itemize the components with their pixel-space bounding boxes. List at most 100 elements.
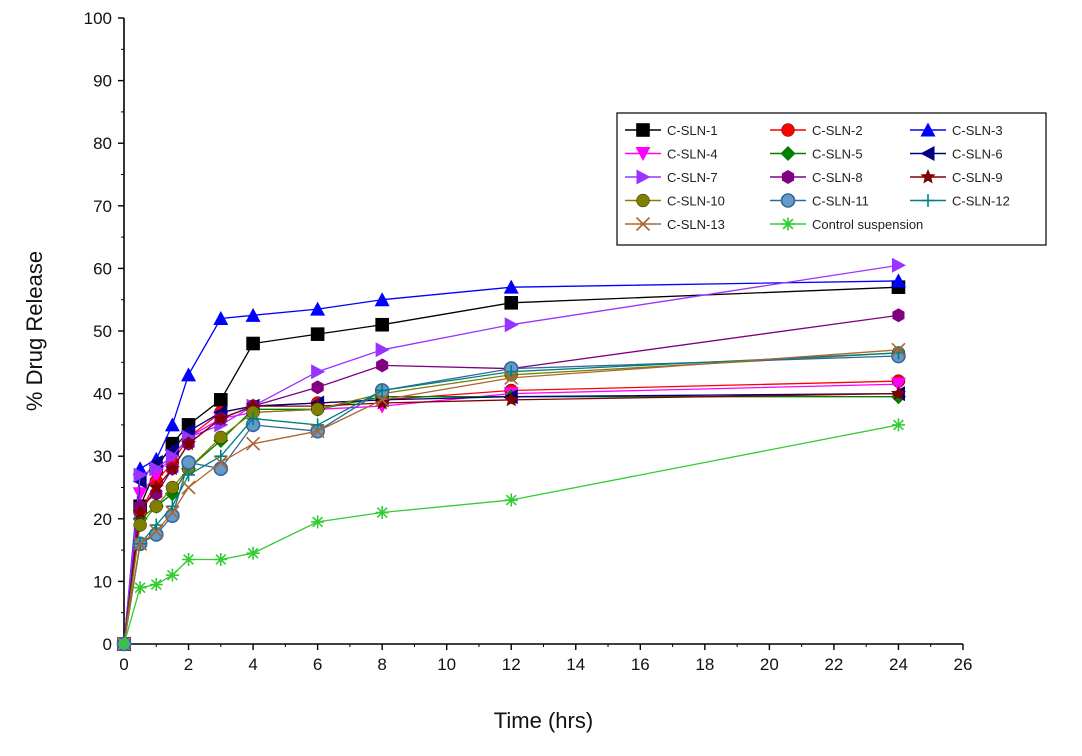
data-point: [504, 296, 519, 310]
x-tick-label: 14: [566, 655, 585, 674]
data-point: [149, 499, 163, 513]
data-point: [165, 480, 180, 495]
x-axis-title: Time (hrs): [494, 708, 593, 733]
y-tick-label: 30: [93, 447, 112, 466]
data-point: [504, 493, 518, 507]
data-point: [311, 515, 325, 529]
legend-marker: [921, 194, 935, 207]
data-point: [311, 380, 324, 395]
legend: C-SLN-1 C-SLN-2 C-SLN-3 C-SLN-4 C-SLN-5 C-SLN…: [616, 112, 1047, 246]
legend-label: C-SLN-10: [667, 194, 725, 209]
y-tick-label: 0: [103, 635, 112, 654]
legend-label: C-SLN-3: [952, 123, 1003, 138]
legend-marker: [780, 146, 796, 161]
data-point: [503, 391, 519, 407]
series-layer: [116, 257, 907, 652]
data-point: [891, 342, 906, 357]
data-point: [310, 327, 325, 341]
data-point: [213, 455, 228, 470]
legend-label: C-SLN-9: [952, 170, 1003, 185]
legend-item-c-sln-8: C-SLN-8: [770, 170, 863, 185]
data-point: [149, 518, 163, 532]
data-point: [375, 342, 390, 358]
data-point: [376, 358, 389, 373]
data-point: [245, 307, 261, 322]
legend-label: C-SLN-6: [952, 147, 1003, 162]
data-point: [180, 435, 197, 451]
series-line: [123, 392, 899, 645]
data-point: [375, 506, 389, 520]
series-c-sln-1: [117, 280, 906, 651]
series-line: [123, 424, 899, 645]
data-point: [375, 383, 389, 397]
x-tick-label: 4: [248, 655, 257, 674]
x-tick-label: 0: [119, 655, 128, 674]
data-point: [246, 546, 260, 560]
data-point: [890, 377, 906, 392]
data-point: [164, 460, 180, 476]
data-point: [375, 317, 389, 332]
x-tick-label: 6: [313, 655, 322, 674]
series-control-suspension: [117, 418, 905, 651]
legend-box: [616, 112, 1047, 246]
data-point: [133, 536, 148, 551]
x-tick-label: 2: [184, 655, 193, 674]
x-tick-label: 26: [954, 655, 973, 674]
data-point: [892, 308, 905, 323]
data-point: [374, 395, 390, 410]
legend-item-c-sln-9: C-SLN-9: [910, 169, 1003, 185]
legend-item-c-sln-11: C-SLN-11: [770, 193, 869, 209]
data-point: [214, 430, 228, 445]
x-tick-label: 18: [695, 655, 714, 674]
data-point: [246, 412, 260, 426]
data-point: [132, 504, 148, 519]
y-tick-label: 100: [84, 9, 112, 28]
data-point: [504, 317, 519, 333]
data-point: [310, 301, 326, 316]
data-point: [214, 552, 228, 566]
legend-marker: [920, 169, 936, 184]
axes: 0 2 4 6 8 10 12 14 16 18 20 22 24 2601020304050607080…: [22, 9, 972, 733]
legend-item-c-sln-7: C-SLN-7: [625, 169, 718, 185]
data-point: [890, 385, 907, 401]
legend-label: C-SLN-2: [812, 123, 863, 138]
x-tick-label: 16: [631, 655, 650, 674]
data-point: [133, 518, 147, 532]
legend-marker: [636, 169, 651, 185]
legend-marker: [920, 146, 935, 161]
data-point: [504, 370, 519, 386]
series-c-sln-5: [116, 389, 906, 652]
legend-item-c-sln-3: C-SLN-3: [910, 122, 1003, 138]
legend-item-c-sln-12: C-SLN-12: [910, 194, 1010, 209]
series-line: [123, 280, 899, 645]
legend-label: C-SLN-7: [667, 170, 718, 185]
data-point: [165, 448, 180, 464]
data-point: [213, 461, 229, 477]
y-tick-label: 90: [93, 72, 112, 91]
data-point: [182, 468, 196, 482]
legend-item-control-suspension: Control suspension: [770, 217, 923, 232]
legend-item-c-sln-6: C-SLN-6: [910, 146, 1003, 162]
series-c-sln-4: [116, 377, 906, 652]
data-point: [117, 637, 131, 651]
x-tick-label: 10: [437, 655, 456, 674]
y-tick-label: 70: [93, 197, 112, 216]
legend-label: Control suspension: [812, 217, 923, 232]
data-point: [181, 423, 196, 439]
legend-marker: [635, 147, 651, 161]
legend-marker: [780, 193, 796, 208]
data-point: [213, 410, 229, 426]
legend-marker: [920, 122, 936, 137]
series-line: [123, 380, 899, 645]
data-point: [311, 364, 326, 380]
data-point: [891, 418, 905, 432]
data-point: [891, 257, 906, 273]
legend-item-c-sln-5: C-SLN-5: [770, 146, 863, 162]
data-point: [133, 467, 148, 483]
data-point: [148, 479, 164, 494]
data-point: [164, 417, 180, 432]
legend-item-c-sln-13: C-SLN-13: [625, 216, 725, 232]
series-line: [123, 286, 899, 645]
